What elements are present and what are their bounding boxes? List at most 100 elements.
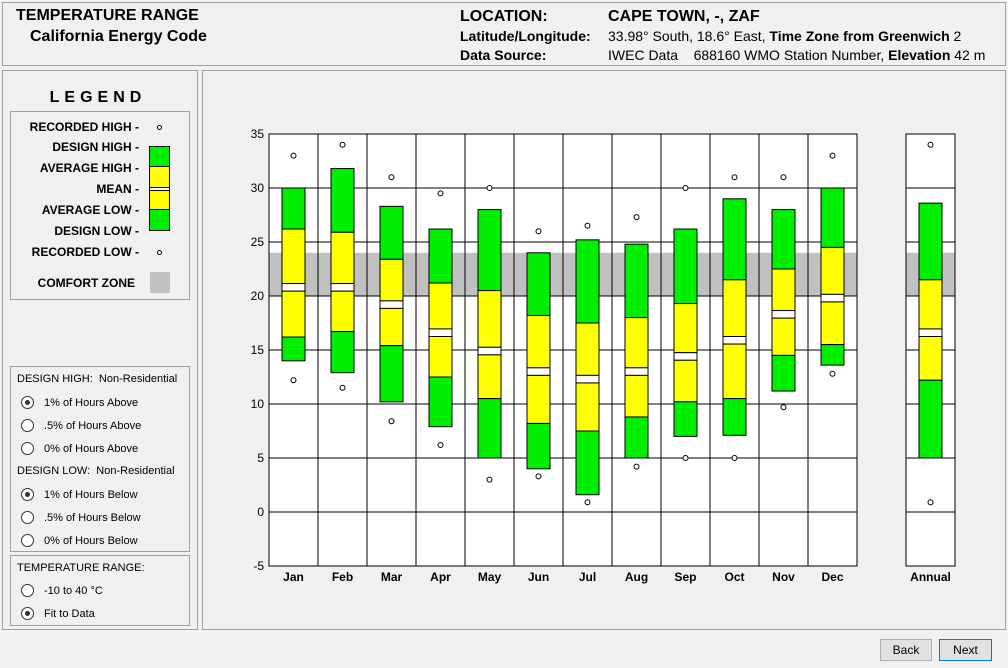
bar-dec-recorded-low-point: [829, 370, 836, 377]
latlon-row: Latitude/Longitude: 33.98° South, 18.6° E…: [460, 28, 961, 44]
radio-icon[interactable]: [21, 419, 34, 432]
temperature-range-chart: 35 30 25 20 15 10 5 0 -5 Jan Feb Mar Apr May Jun Jul Aug…: [251, 127, 956, 584]
legend-recorded-high-label: RECORDED HIGH -: [29, 120, 139, 134]
bar-feb-average-low-segment: [330, 290, 355, 333]
station-value: 688160 WMO Station Number,: [693, 47, 885, 63]
design-high-option-2[interactable]: .5% of Hours Above: [21, 419, 141, 432]
bar-oct-recorded-low-point: [731, 455, 738, 461]
source-row: Data Source: IWEC Data 688160 WMO Station…: [460, 47, 985, 63]
bar-jul-recorded-high-point: [584, 222, 591, 229]
bar-annual-average-high-segment: [918, 279, 943, 330]
bar-aug-recorded-low-point: [633, 463, 640, 470]
legend-swatch-design-high: [149, 146, 170, 167]
temp-range-box: TEMPERATURE RANGE: -10 to 40 °C Fit to D…: [10, 555, 190, 626]
radio-icon[interactable]: [21, 511, 34, 524]
y-tick-label: -5: [253, 559, 264, 573]
legend-comfort-zone-swatch: [150, 272, 170, 293]
legend-recorded-low-marker: [157, 250, 162, 255]
design-options-box: DESIGN HIGH: Non-Residential 1% of Hours…: [10, 366, 190, 552]
legend-recorded-low-label: RECORDED LOW -: [31, 245, 139, 259]
legend-swatch-average-high: [149, 166, 170, 188]
bar-jul-average-high-segment: [575, 322, 600, 376]
legend-box: RECORDED HIGH - DESIGN HIGH - AVERAGE HI…: [10, 111, 190, 300]
elevation-value: 42 m: [954, 47, 986, 63]
bar-mar-average-low-segment: [379, 307, 404, 347]
location-label: LOCATION:: [460, 8, 548, 25]
bar-nov-average-high-segment: [771, 268, 796, 312]
radio-icon[interactable]: [21, 607, 34, 620]
bar-oct-average-low-segment: [722, 343, 747, 400]
design-low-option-3[interactable]: 0% of Hours Below: [21, 534, 138, 547]
y-tick-label: 5: [257, 451, 264, 465]
bar-may-recorded-low-point: [486, 476, 493, 483]
y-tick-label: 15: [251, 343, 265, 357]
bar-oct-design-low-segment: [722, 398, 747, 436]
bar-feb-x-label: Feb: [332, 570, 353, 584]
y-tick-label: 10: [251, 397, 265, 411]
bar-jan-recorded-high-point: [290, 152, 297, 159]
page-title: TEMPERATURE RANGE: [16, 7, 199, 24]
bar-dec-x-label: Dec: [821, 570, 843, 584]
radio-icon[interactable]: [21, 442, 34, 455]
elevation-label: Elevation: [888, 47, 951, 63]
bar-may-design-low-segment: [477, 398, 502, 459]
bar-oct-design-high-segment: [722, 198, 747, 281]
design-high-option-3[interactable]: 0% of Hours Above: [21, 442, 138, 455]
latlon-label: Latitude/Longitude:: [460, 28, 591, 44]
legend-recorded-high-marker: [157, 125, 162, 130]
bar-apr-x-label: Apr: [430, 570, 451, 584]
design-high-option-1[interactable]: 1% of Hours Above: [21, 396, 138, 409]
y-tick-label: 20: [251, 289, 265, 303]
radio-icon[interactable]: [21, 584, 34, 597]
bar-aug-average-high-segment: [624, 317, 649, 369]
bar-sep-recorded-low-point: [682, 455, 689, 461]
bar-jun-recorded-high-point: [535, 228, 542, 235]
bar-aug-recorded-high-point: [633, 214, 640, 221]
bar-may-design-high-segment: [477, 209, 502, 292]
legend-mean-label: MEAN -: [96, 182, 139, 196]
bar-aug-x-label: Aug: [625, 570, 648, 584]
y-tick-label: 0: [257, 505, 264, 519]
bar-may-average-high-segment: [477, 290, 502, 348]
legend-average-low-label: AVERAGE LOW -: [41, 203, 139, 217]
bar-jun-x-label: Jun: [528, 570, 549, 584]
bar-jan-recorded-low-point: [290, 377, 297, 384]
design-high-option-2-label: .5% of Hours Above: [44, 419, 142, 432]
bar-mar-mean-marker: [379, 300, 404, 309]
page-subtitle: California Energy Code: [30, 28, 207, 45]
bar-jun-average-low-segment: [526, 374, 551, 424]
bar-apr-average-high-segment: [428, 282, 453, 330]
design-high-option-3-label: 0% of Hours Above: [44, 442, 139, 455]
next-button[interactable]: Next: [939, 639, 992, 661]
bar-dec-average-low-segment: [820, 301, 845, 346]
bar-sep-x-label: Sep: [674, 570, 696, 584]
radio-icon[interactable]: [21, 534, 34, 547]
bar-may-recorded-high-point: [486, 185, 493, 191]
bar-annual-recorded-high-point: [927, 141, 934, 148]
radio-icon[interactable]: [21, 488, 34, 501]
bar-dec-average-high-segment: [820, 246, 845, 295]
bar-mar-design-low-segment: [379, 345, 404, 403]
design-high-heading-bold: DESIGN HIGH:: [17, 373, 93, 385]
bar-sep-mean-marker: [673, 352, 698, 361]
bar-jul-x-label: Jul: [579, 570, 596, 584]
design-low-option-2[interactable]: .5% of Hours Below: [21, 511, 141, 524]
bar-jun-mean-marker: [526, 367, 551, 376]
bar-aug-average-low-segment: [624, 374, 649, 418]
back-button[interactable]: Back: [880, 639, 932, 661]
temp-range-option-fixed[interactable]: -10 to 40 °C: [21, 584, 103, 597]
bar-feb-design-high-segment: [330, 168, 355, 233]
latlon-value: 33.98° South, 18.6° East,: [608, 28, 766, 44]
bar-dec-recorded-high-point: [829, 152, 836, 159]
bar-sep-average-high-segment: [673, 303, 698, 354]
design-low-option-1[interactable]: 1% of Hours Below: [21, 488, 138, 501]
temp-range-option-fit[interactable]: Fit to Data: [21, 607, 95, 620]
bar-nov-recorded-low-point: [780, 404, 787, 411]
bar-dec-mean-marker: [820, 293, 845, 303]
radio-icon[interactable]: [21, 396, 34, 409]
location-value: CAPE TOWN, -, ZAF: [608, 8, 760, 25]
bar-jun-design-high-segment: [526, 252, 551, 316]
bar-feb-design-low-segment: [330, 331, 355, 374]
design-low-option-1-label: 1% of Hours Below: [44, 488, 138, 501]
bar-apr-mean-marker: [428, 328, 453, 338]
